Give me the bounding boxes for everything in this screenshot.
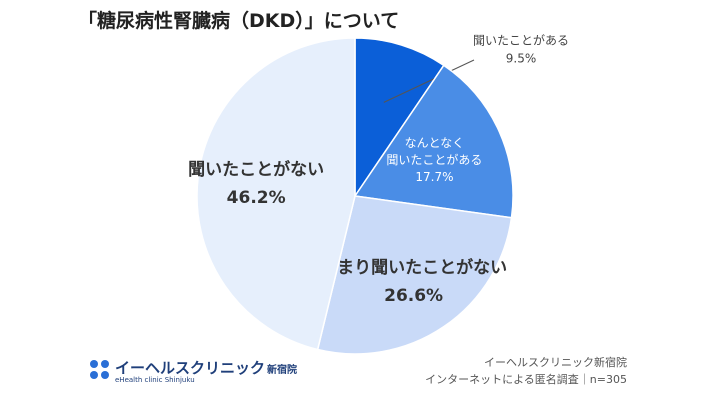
pie-slice-4 <box>196 37 356 351</box>
slice-value-3: 26.6% <box>384 286 443 306</box>
slice-label-2: 聞いたことがある <box>386 152 482 167</box>
slice-value-1: 9.5% <box>506 52 537 66</box>
slice-label-2: なんとなく <box>405 136 465 150</box>
slice-label-3: あまり聞いたことがない <box>320 257 507 278</box>
slice-value-2: 17.7% <box>415 170 453 184</box>
leader-line-1 <box>383 59 475 103</box>
pie-slice-1 <box>354 37 445 199</box>
source-note: イーヘルスクリニック新宿院 インターネットによる匿名調査｜n=305 <box>425 354 627 388</box>
source-line-clinic: イーヘルスクリニック新宿院 <box>484 356 627 369</box>
slice-value-4: 46.2% <box>227 188 286 208</box>
logo-text: イーヘルスクリニック 新宿院 <box>115 357 297 378</box>
logo-name: イーヘルスクリニック <box>115 359 266 377</box>
slice-label-1: 聞いたことがある <box>473 33 569 48</box>
source-line-survey: インターネットによる匿名調査｜n=305 <box>425 373 627 386</box>
pie-slice-3 <box>316 195 513 355</box>
logo-suffix: 新宿院 <box>267 365 298 376</box>
slice-label-4: 聞いたことがない <box>188 159 324 180</box>
pie-slice-2 <box>353 64 514 219</box>
logo-mark-icon <box>90 360 112 382</box>
chart-title: 「糖尿病性腎臓病（DKD）」について <box>78 10 400 32</box>
logo-subtext: eHealth clinic Shinjuku <box>115 376 195 384</box>
